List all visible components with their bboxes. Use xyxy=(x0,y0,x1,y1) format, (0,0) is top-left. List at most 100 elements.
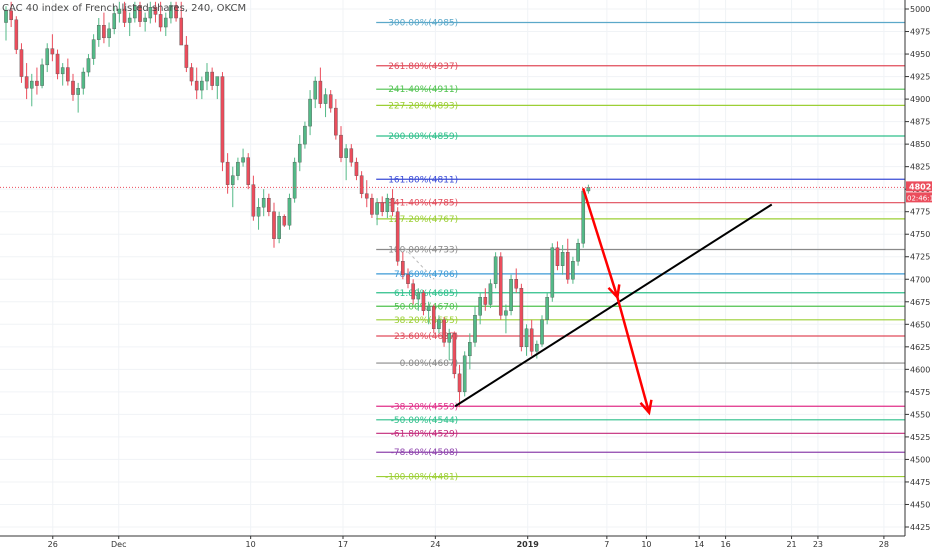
candle-body xyxy=(107,28,111,39)
candle-body xyxy=(421,292,426,311)
candle xyxy=(292,157,297,203)
candle-body xyxy=(261,197,266,208)
fib-level-label: -50.00%(4544) xyxy=(391,416,459,426)
fibonacci-extension-levels[interactable]: 300.00%(4985) 261.80%(4937) 241.40%(4911) 2… xyxy=(376,19,905,483)
candle xyxy=(60,63,65,86)
candle-body xyxy=(24,76,29,89)
candle-body xyxy=(66,67,70,82)
candle xyxy=(133,1,137,23)
fib-level: 200.00%(4859) xyxy=(376,132,905,142)
candle xyxy=(509,274,513,316)
candle-body xyxy=(230,175,235,185)
candle-body xyxy=(81,71,86,89)
candle xyxy=(174,1,178,22)
candle-body xyxy=(55,53,60,75)
fib-level: -100.00%(4481) xyxy=(376,473,905,483)
candle xyxy=(158,1,163,32)
candle xyxy=(416,288,421,311)
candle-body xyxy=(241,157,245,163)
fib-level: 241.40%(4911) xyxy=(376,85,905,95)
candle xyxy=(179,1,184,46)
candle-body xyxy=(550,247,555,298)
candle xyxy=(297,135,302,172)
candle-body xyxy=(256,206,261,217)
candle xyxy=(127,12,132,37)
candle-body xyxy=(210,71,214,86)
fib-level-label: 23.60%(4637) xyxy=(394,332,458,342)
candle xyxy=(431,304,436,334)
price-tick-label: 4575 xyxy=(910,388,930,397)
time-tick-label: 21 xyxy=(786,540,796,549)
candle-body xyxy=(287,197,292,226)
candle-body xyxy=(380,202,385,212)
fib-level: 227.20%(4893) xyxy=(376,101,905,111)
fib-level: -38.20%(4559) xyxy=(376,402,905,412)
candle xyxy=(406,268,410,289)
candle-body xyxy=(133,5,137,19)
candle xyxy=(395,207,400,266)
candle-body xyxy=(498,256,503,316)
fib-level-label: -38.20%(4559) xyxy=(391,402,459,412)
fib-level: -61.80%(4529) xyxy=(376,429,905,439)
candle xyxy=(344,144,348,181)
candle xyxy=(24,63,29,100)
candle xyxy=(66,58,70,86)
time-tick-label: 14 xyxy=(694,540,704,549)
candle-body xyxy=(318,80,323,104)
candle xyxy=(364,180,369,208)
candle xyxy=(401,252,405,280)
fib-level-label: 241.40%(4911) xyxy=(388,85,458,95)
candle-body xyxy=(447,333,452,343)
candle-body xyxy=(96,25,101,40)
candle xyxy=(349,144,354,167)
candle-body xyxy=(364,193,369,199)
candle xyxy=(215,76,220,100)
candle-body xyxy=(540,319,544,345)
candle xyxy=(86,54,91,77)
candle-body xyxy=(169,5,173,19)
candle xyxy=(272,202,276,248)
candle-body xyxy=(174,5,178,19)
time-tick-label: 17 xyxy=(338,540,348,549)
fib-level-label: 50.00%(4670) xyxy=(394,302,458,312)
fib-level-label: 0.00%(4607) xyxy=(400,359,459,369)
candle xyxy=(524,324,529,356)
price-tick-label: 4950 xyxy=(910,50,930,59)
candle-body xyxy=(535,343,539,352)
price-tick-label: 4650 xyxy=(910,320,930,329)
candle xyxy=(581,189,586,248)
candle xyxy=(550,243,555,302)
candle xyxy=(380,196,385,217)
price-tick-label: 4550 xyxy=(910,410,930,419)
candle-body xyxy=(478,297,482,316)
trendline xyxy=(454,203,773,408)
candle xyxy=(189,63,194,86)
candle xyxy=(555,241,560,271)
last-price-badge xyxy=(906,181,932,192)
candle-body xyxy=(344,148,348,158)
price-tick-label: 4450 xyxy=(910,500,930,509)
candle xyxy=(437,315,441,334)
chart-title: CAC 40 index of French listed shares, 24… xyxy=(2,3,247,14)
candle-body xyxy=(483,297,488,305)
candle xyxy=(483,288,488,311)
candle xyxy=(200,76,204,100)
candle-body xyxy=(122,8,127,23)
candle-body xyxy=(71,80,75,95)
candle xyxy=(323,88,328,118)
candle-body xyxy=(509,279,513,311)
projection-arrow-head xyxy=(607,284,621,301)
candle xyxy=(426,301,431,325)
candle xyxy=(339,126,343,163)
fib-level: 261.80%(4937) xyxy=(376,62,905,72)
price-tick-label: 4600 xyxy=(910,365,930,374)
drawings[interactable] xyxy=(0,186,905,416)
candle-body xyxy=(519,288,524,348)
candle xyxy=(96,18,101,47)
candle xyxy=(504,304,508,334)
fib-level-label: 200.00%(4859) xyxy=(388,132,458,142)
candle-body xyxy=(555,247,560,266)
